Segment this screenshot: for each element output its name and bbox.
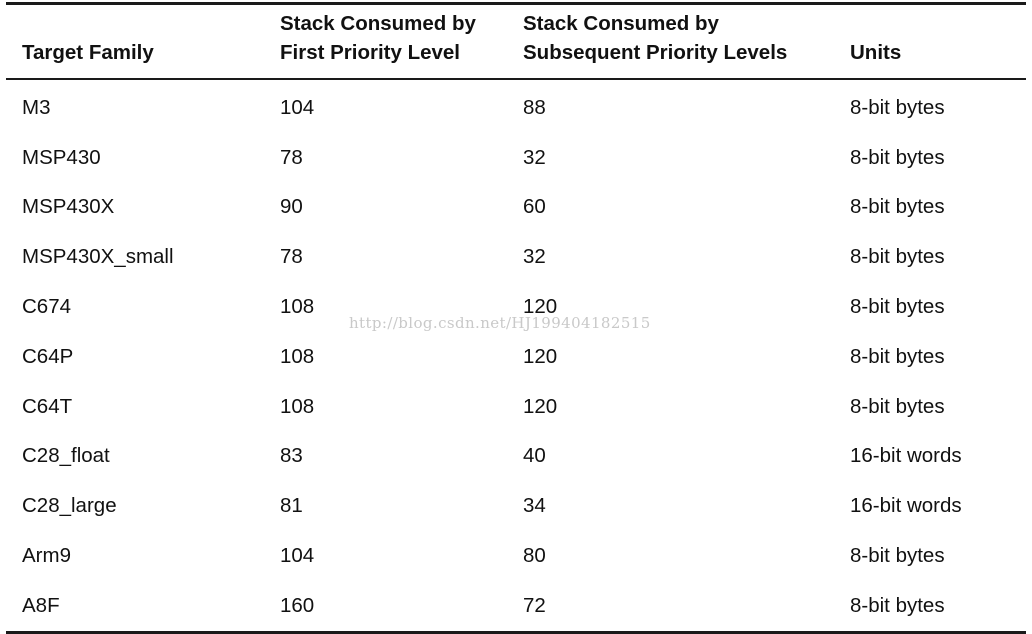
header-first-priority-level: Stack Consumed by First Priority Level (280, 12, 476, 64)
table-row: C28_large 81 34 16-bit words (6, 481, 1026, 531)
stack-usage-table-body: M3 104 88 8-bit bytes MSP430 78 32 8-bit… (6, 80, 1026, 631)
cell-units: 16-bit words (850, 444, 962, 468)
cell-subsequent-priority: 120 (523, 344, 558, 368)
table-row: Arm9 104 80 8-bit bytes (6, 531, 1026, 581)
table-bottom-rule (6, 630, 1026, 634)
cell-target-family: MSP430X (22, 195, 115, 219)
cell-first-priority: 108 (280, 394, 315, 418)
cell-target-family: C674 (22, 295, 72, 319)
cell-subsequent-priority: 120 (523, 295, 558, 319)
cell-first-priority: 160 (280, 593, 315, 617)
cell-units: 8-bit bytes (850, 544, 945, 568)
cell-subsequent-priority: 32 (523, 245, 546, 269)
cell-subsequent-priority: 72 (523, 593, 546, 617)
cell-first-priority: 108 (280, 344, 315, 368)
cell-units: 8-bit bytes (850, 245, 945, 269)
table-header-rule (6, 78, 1026, 80)
cell-units: 8-bit bytes (850, 295, 945, 319)
table-row: C64P 108 120 8-bit bytes (6, 332, 1026, 382)
table-header-row: Target Family Stack Consumed by First Pr… (6, 5, 1026, 78)
table-row: A8F 160 72 8-bit bytes (6, 581, 1026, 631)
cell-target-family: C28_large (22, 494, 117, 518)
stack-usage-table: Target Family Stack Consumed by First Pr… (6, 5, 1026, 78)
table-row: MSP430 78 32 8-bit bytes (6, 133, 1026, 183)
table-row: C674 108 120 8-bit bytes (6, 282, 1026, 332)
cell-target-family: Arm9 (22, 544, 71, 568)
cell-first-priority: 90 (280, 195, 303, 219)
table-top-rule (6, 2, 1026, 5)
cell-subsequent-priority: 34 (523, 494, 546, 518)
header-target-family: Target Family (22, 41, 154, 64)
cell-target-family: MSP430 (22, 145, 101, 169)
cell-subsequent-priority: 60 (523, 195, 546, 219)
cell-subsequent-priority: 120 (523, 394, 558, 418)
cell-target-family: C28_float (22, 444, 110, 468)
cell-first-priority: 83 (280, 444, 303, 468)
cell-subsequent-priority: 32 (523, 145, 546, 169)
cell-units: 8-bit bytes (850, 344, 945, 368)
cell-first-priority: 81 (280, 494, 303, 518)
cell-target-family: MSP430X_small (22, 245, 174, 269)
table-row: C64T 108 120 8-bit bytes (6, 382, 1026, 432)
cell-first-priority: 78 (280, 145, 303, 169)
cell-target-family: M3 (22, 95, 51, 119)
cell-subsequent-priority: 80 (523, 544, 546, 568)
cell-units: 16-bit words (850, 494, 962, 518)
cell-target-family: C64T (22, 394, 73, 418)
cell-first-priority: 104 (280, 95, 315, 119)
cell-target-family: A8F (22, 593, 60, 617)
cell-subsequent-priority: 88 (523, 95, 546, 119)
cell-units: 8-bit bytes (850, 95, 945, 119)
cell-target-family: C64P (22, 344, 74, 368)
stack-usage-table-wrapper: Target Family Stack Consumed by First Pr… (6, 0, 1026, 634)
cell-units: 8-bit bytes (850, 145, 945, 169)
table-row: C28_float 83 40 16-bit words (6, 432, 1026, 482)
header-subsequent-priority-levels: Stack Consumed by Subsequent Priority Le… (523, 12, 788, 64)
table-row: MSP430X 90 60 8-bit bytes (6, 183, 1026, 233)
cell-first-priority: 104 (280, 544, 315, 568)
cell-first-priority: 78 (280, 245, 303, 269)
cell-units: 8-bit bytes (850, 195, 945, 219)
cell-subsequent-priority: 40 (523, 444, 546, 468)
header-units: Units (850, 41, 902, 64)
cell-units: 8-bit bytes (850, 593, 945, 617)
cell-units: 8-bit bytes (850, 394, 945, 418)
table-row: MSP430X_small 78 32 8-bit bytes (6, 232, 1026, 282)
table-row: M3 104 88 8-bit bytes (6, 80, 1026, 133)
cell-first-priority: 108 (280, 295, 315, 319)
